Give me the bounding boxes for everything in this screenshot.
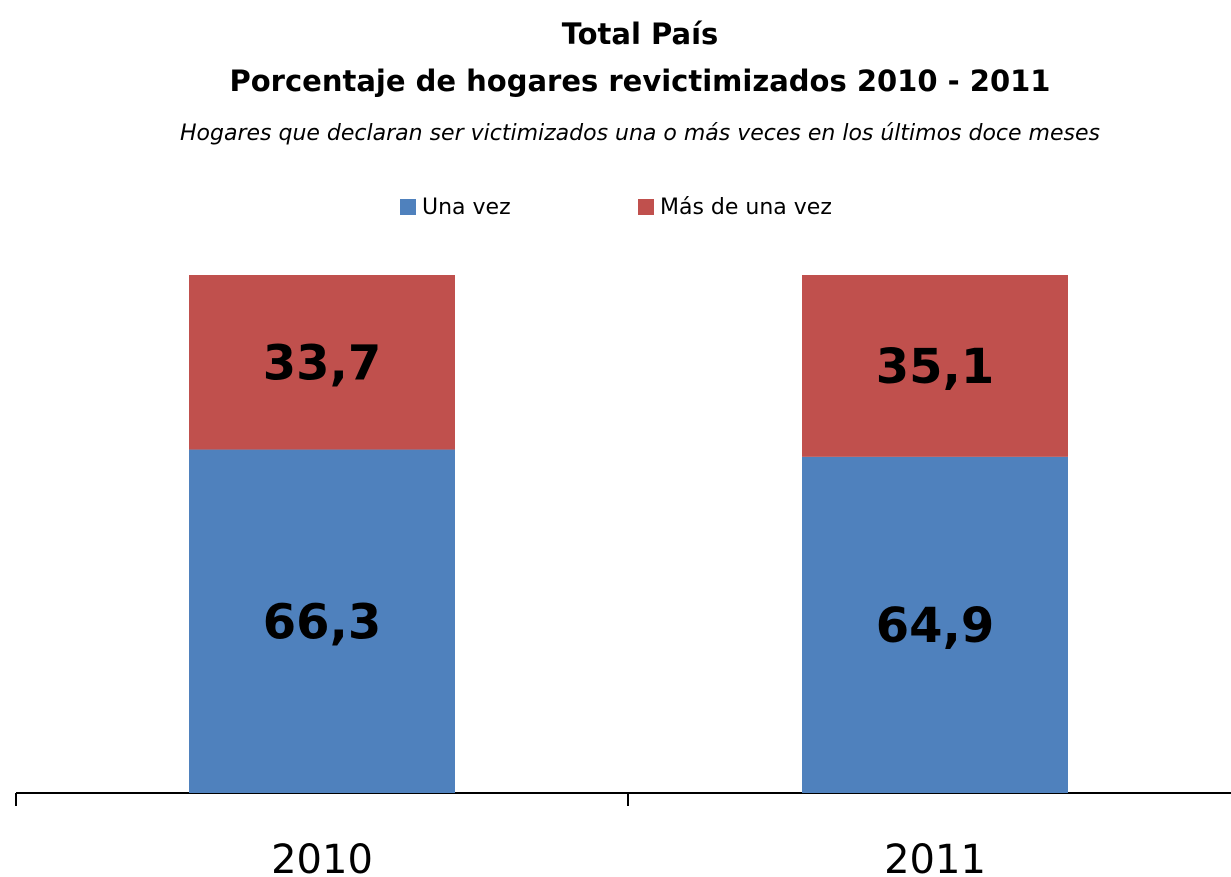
bar-segment xyxy=(189,275,455,450)
bar-segment xyxy=(189,449,455,793)
chart-subtitle: Porcentaje de hogares revictimizados 201… xyxy=(230,64,1051,98)
legend-label: Más de una vez xyxy=(660,195,832,220)
data-label: 33,7 xyxy=(263,335,381,391)
data-label: 66,3 xyxy=(263,594,381,650)
data-label: 35,1 xyxy=(876,339,994,395)
legend-swatch xyxy=(638,199,654,215)
data-label: 64,9 xyxy=(876,598,994,654)
x-tick-label: 2011 xyxy=(884,837,986,877)
chart-title: Total País xyxy=(562,17,719,51)
bar-segment xyxy=(802,275,1068,457)
x-tick-label: 2010 xyxy=(271,837,373,877)
legend-swatch xyxy=(400,199,416,215)
bar-segment xyxy=(802,456,1068,793)
chart-caption: Hogares que declaran ser victimizados un… xyxy=(180,121,1100,146)
legend-label: Una vez xyxy=(422,195,511,220)
